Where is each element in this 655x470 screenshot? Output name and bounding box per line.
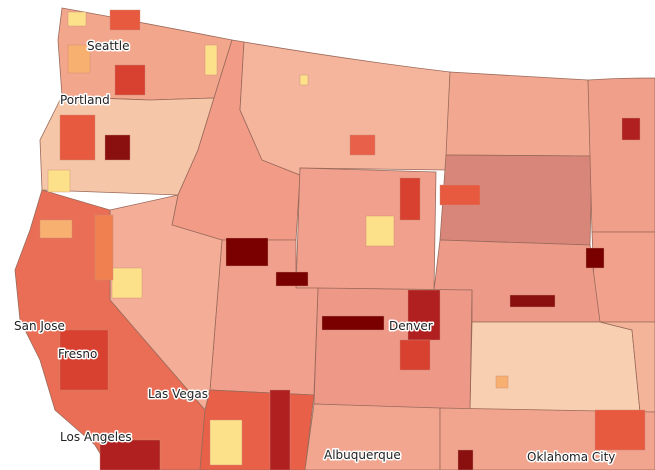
county (407, 289, 441, 341)
county (39, 219, 73, 239)
county (399, 339, 431, 371)
county (585, 247, 605, 269)
county (509, 294, 556, 308)
region (304, 403, 441, 470)
city-label: Albuquerque (324, 448, 401, 462)
county (111, 267, 143, 299)
county (59, 114, 96, 161)
region (445, 71, 593, 157)
county (67, 44, 91, 74)
county (47, 169, 71, 193)
region (239, 41, 451, 176)
city-labels: Seattle Portland San Jose Fresno Las Vegas Lo… (13, 38, 617, 466)
city-label: Las Vegas (148, 387, 208, 401)
county (67, 11, 87, 27)
county (439, 184, 481, 206)
county (495, 375, 509, 389)
county (321, 315, 385, 331)
county (209, 419, 243, 466)
county (594, 409, 646, 451)
county (114, 64, 146, 96)
county (349, 134, 376, 156)
region (469, 321, 641, 413)
region (14, 189, 206, 470)
city-label: San Jose (14, 319, 65, 333)
county (457, 449, 474, 470)
region (587, 77, 655, 233)
city-label: Los Angeles (60, 430, 132, 444)
county (621, 117, 641, 141)
city-label: Denver (389, 319, 433, 333)
county (399, 177, 421, 221)
county (269, 389, 291, 470)
county (94, 214, 114, 281)
region (313, 287, 473, 411)
city-label: Oklahoma City (527, 450, 615, 464)
county (104, 134, 131, 161)
counties (39, 9, 646, 470)
county (204, 44, 218, 76)
region (591, 231, 655, 323)
county (275, 271, 309, 287)
county (365, 215, 395, 247)
county (109, 9, 141, 31)
county (59, 329, 109, 391)
county (299, 74, 309, 86)
city-label: Fresno (58, 347, 97, 361)
county (225, 237, 269, 267)
city-label: Portland (60, 93, 110, 107)
county (99, 439, 161, 470)
city-label: Seattle (87, 39, 129, 53)
